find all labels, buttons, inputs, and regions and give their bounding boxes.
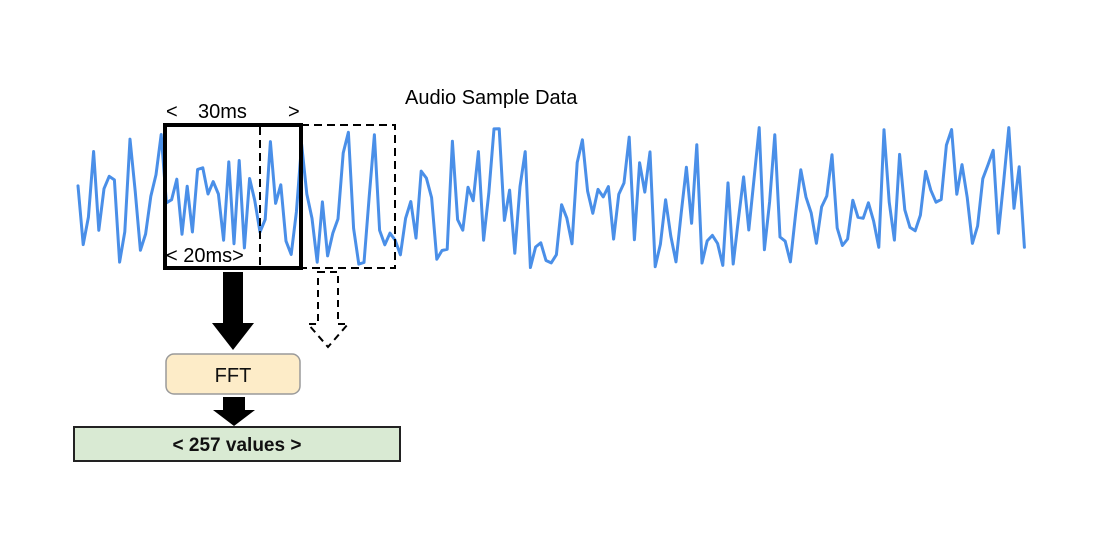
output-values-box xyxy=(73,426,401,462)
stride-label: < 20ms> xyxy=(166,245,244,267)
next-down-arrow-icon xyxy=(305,271,351,349)
next-window-frame-outline xyxy=(301,124,396,269)
audio-waveform xyxy=(76,126,1026,269)
audio-sample-data-title: Audio Sample Data xyxy=(405,87,578,109)
current-window-frame xyxy=(163,123,303,270)
fft-box xyxy=(165,353,301,395)
output-values-label: < 257 values > xyxy=(173,435,302,456)
down-arrow-icon xyxy=(212,272,254,350)
window-right-bracket: > xyxy=(288,101,300,123)
fft-label: FFT xyxy=(215,365,252,387)
fft-output-arrow-icon xyxy=(213,397,255,426)
window-left-bracket: < xyxy=(166,101,178,123)
window-size-label: 30ms xyxy=(198,101,247,123)
